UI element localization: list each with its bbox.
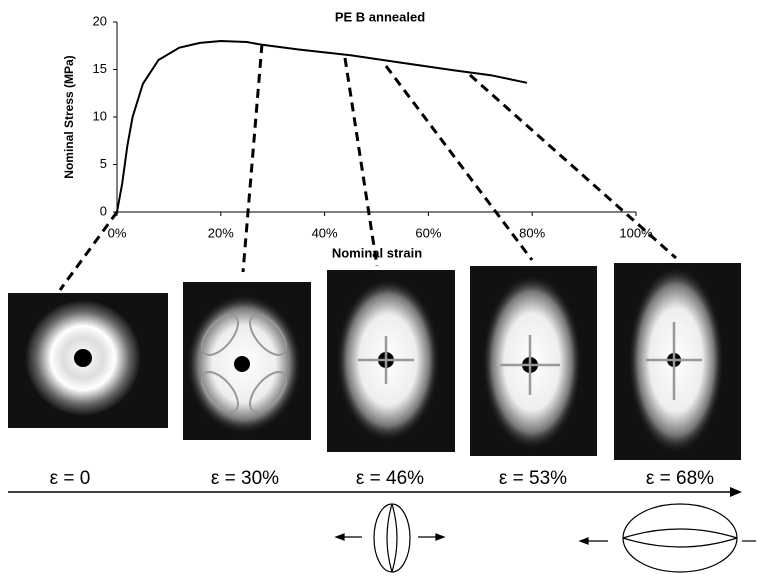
deformation-sketches	[336, 504, 756, 572]
y-tick-label: 10	[93, 108, 107, 123]
y-axis-label: Nominal Stress (MPa)	[62, 55, 76, 178]
strain-label: ε = 0	[50, 468, 91, 489]
y-tick-label: 15	[93, 61, 107, 76]
beam-stop	[234, 356, 250, 372]
stress-curve	[117, 41, 527, 212]
leader	[345, 58, 377, 266]
arrow-head	[730, 487, 742, 497]
patterns	[8, 263, 741, 460]
figure: PE B annealed Nominal strain Nominal Str…	[0, 0, 758, 574]
strain-label: ε = 68%	[646, 468, 714, 489]
panel-labels: ε = 0 ε = 30% ε = 46% ε = 53% ε = 68%	[50, 468, 715, 489]
beam-stop	[74, 349, 92, 367]
x-tick-label: 100%	[619, 225, 653, 240]
x-tick-label: 40%	[312, 225, 338, 240]
axes: 0 5 10 15 20 0% 20% 40% 60% 80% 100%	[93, 13, 654, 240]
x-tick-label: 60%	[415, 225, 441, 240]
y-tick-label: 0	[100, 203, 107, 218]
y-tick-label: 20	[93, 13, 107, 28]
leader	[243, 44, 262, 272]
x-tick-label: 20%	[208, 225, 234, 240]
leader	[60, 212, 117, 290]
x-tick-label: 0%	[108, 225, 127, 240]
strain-label: ε = 53%	[499, 468, 567, 489]
y-tick-label: 5	[100, 156, 107, 171]
strain-label: ε = 30%	[211, 468, 279, 489]
leader	[386, 66, 532, 260]
x-tick-label: 80%	[519, 225, 545, 240]
strain-label: ε = 46%	[356, 468, 424, 489]
chart-title: PE B annealed	[335, 9, 425, 24]
